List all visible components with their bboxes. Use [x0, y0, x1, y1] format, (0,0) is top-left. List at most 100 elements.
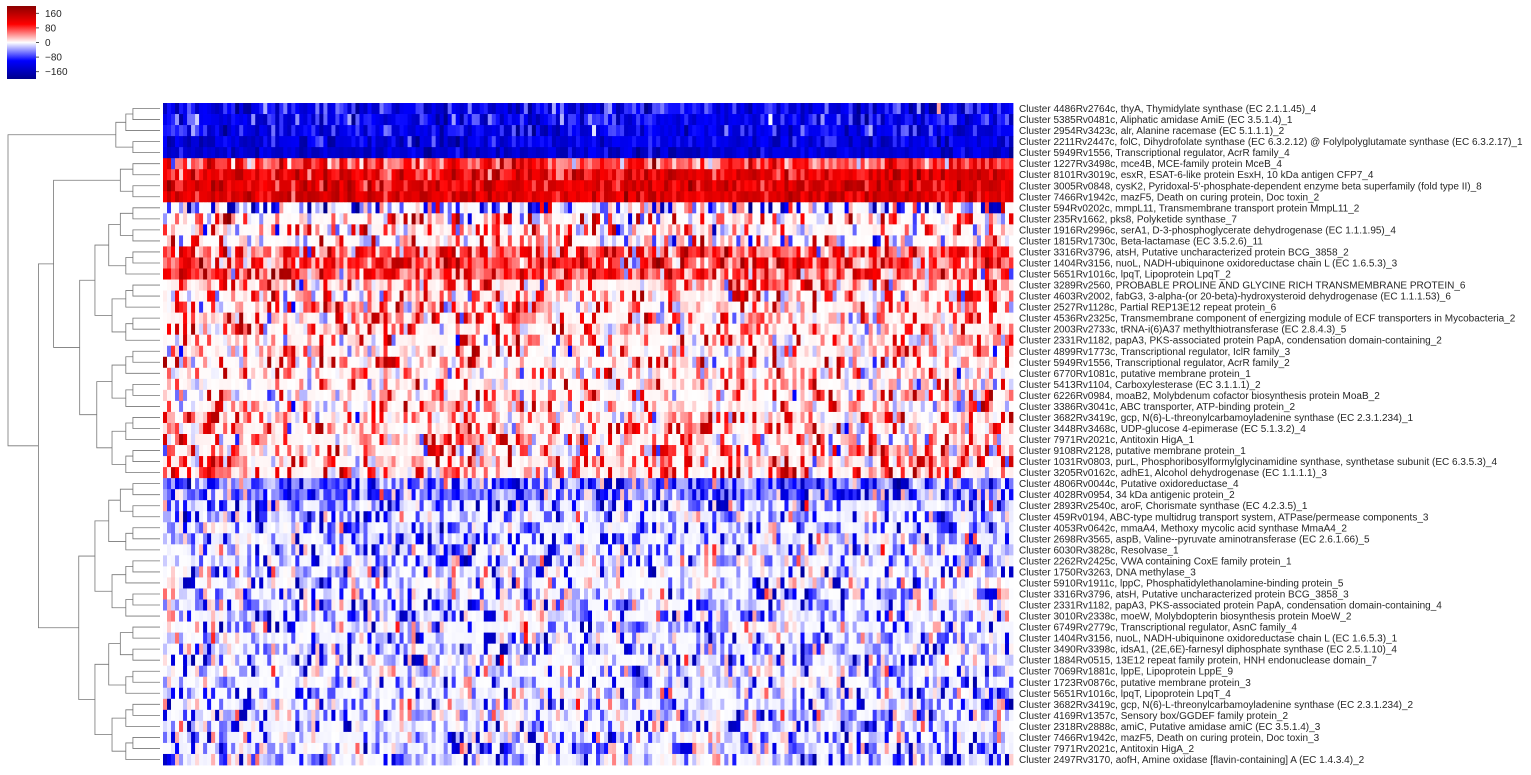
- heatmap-cell: [932, 180, 938, 192]
- heatmap-cell: [988, 268, 994, 280]
- heatmap-cell: [559, 103, 565, 115]
- heatmap-cell: [247, 356, 252, 369]
- heatmap-cell: [692, 180, 697, 192]
- heatmap-cell: [455, 312, 461, 325]
- heatmap-cell: [387, 312, 392, 325]
- heatmap-cell: [259, 334, 264, 347]
- heatmap-cell: [1004, 301, 1010, 314]
- heatmap-cell: [880, 235, 886, 247]
- heatmap-cell: [359, 147, 364, 159]
- heatmap-cell: [800, 257, 805, 269]
- heatmap-cell: [888, 257, 894, 269]
- heatmap-cell: [1004, 125, 1010, 137]
- heatmap-cell: [275, 136, 280, 148]
- heatmap-cell: [527, 191, 533, 203]
- heatmap-cell: [571, 323, 577, 336]
- heatmap-cell: [171, 213, 176, 225]
- heatmap-cell: [624, 114, 629, 126]
- heatmap-cell: [423, 323, 429, 336]
- heatmap-cell: [672, 301, 677, 314]
- heatmap-cell: [227, 125, 232, 137]
- heatmap-cell: [271, 180, 276, 192]
- heatmap-cell: [551, 323, 557, 336]
- heatmap-cell: [583, 323, 589, 336]
- heatmap-cell: [824, 345, 829, 358]
- heatmap-cell: [227, 224, 232, 236]
- heatmap-cell: [964, 312, 970, 325]
- heatmap-cell: [571, 191, 577, 203]
- heatmap-cell: [780, 125, 785, 137]
- heatmap-cell: [515, 257, 521, 269]
- heatmap-cell: [728, 224, 733, 236]
- heatmap-cell: [820, 290, 825, 302]
- heatmap-cell: [435, 191, 441, 203]
- heatmap-cell: [648, 136, 653, 148]
- heatmap-cell: [167, 246, 172, 258]
- heatmap-cell: [387, 235, 392, 247]
- heatmap-cell: [219, 180, 224, 192]
- heatmap-cell: [219, 257, 224, 269]
- heatmap-cell: [523, 334, 529, 347]
- heatmap-cell: [732, 224, 737, 236]
- heatmap-cell: [804, 224, 809, 236]
- heatmap-cell: [459, 136, 465, 148]
- heatmap-cell: [527, 213, 533, 225]
- heatmap-cell: [543, 125, 549, 137]
- heatmap-cell: [592, 290, 597, 302]
- heatmap-cell: [439, 136, 445, 148]
- heatmap-cell: [531, 301, 537, 314]
- heatmap-cell: [483, 180, 489, 192]
- heatmap-cell: [475, 125, 481, 137]
- heatmap-cell: [612, 257, 617, 269]
- heatmap-cell: [439, 301, 445, 314]
- heatmap-cell: [307, 180, 312, 192]
- heatmap-cell: [768, 312, 773, 325]
- heatmap-cell: [780, 114, 785, 126]
- heatmap-cell: [924, 312, 930, 325]
- heatmap-cell: [495, 334, 501, 347]
- heatmap-cell: [343, 224, 348, 236]
- heatmap-cell: [523, 345, 529, 358]
- heatmap-cell: [756, 114, 761, 126]
- heatmap-cell: [764, 191, 769, 203]
- heatmap-cell: [656, 169, 661, 181]
- heatmap-cell: [535, 268, 541, 280]
- heatmap-cell: [664, 334, 669, 347]
- heatmap-cell: [363, 103, 368, 115]
- heatmap-cell: [507, 312, 513, 325]
- heatmap-cell: [463, 169, 469, 181]
- heatmap-cell: [632, 169, 637, 181]
- heatmap-cell: [579, 323, 585, 336]
- heatmap-cell: [840, 180, 845, 192]
- heatmap-cell: [680, 202, 685, 214]
- heatmap-cell: [403, 334, 408, 347]
- heatmap-cell: [371, 312, 376, 325]
- heatmap-cell: [179, 202, 184, 214]
- heatmap-cell: [672, 290, 677, 302]
- heatmap-cell: [732, 180, 737, 192]
- heatmap-cell: [612, 235, 617, 247]
- heatmap-cell: [708, 235, 713, 247]
- heatmap-cell: [207, 279, 212, 291]
- heatmap-cell: [640, 334, 645, 347]
- heatmap-cell: [359, 323, 364, 336]
- heatmap-cell: [904, 323, 910, 336]
- heatmap-cell: [483, 224, 489, 236]
- heatmap-cell: [511, 103, 517, 115]
- heatmap-cell: [275, 312, 280, 325]
- heatmap-cell: [736, 345, 741, 358]
- heatmap-cell: [475, 180, 481, 192]
- heatmap-cell: [812, 158, 817, 170]
- heatmap-cell: [207, 103, 212, 115]
- heatmap-cell: [479, 114, 485, 126]
- heatmap-cell: [407, 279, 412, 291]
- heatmap-cell: [211, 279, 216, 291]
- heatmap-cell: [303, 268, 308, 280]
- heatmap-cell: [259, 125, 264, 137]
- heatmap-cell: [195, 345, 200, 358]
- heatmap-cell: [247, 301, 252, 314]
- heatmap-cell: [748, 191, 753, 203]
- heatmap-cell: [447, 290, 453, 302]
- heatmap-cell: [551, 147, 557, 159]
- heatmap-cell: [203, 158, 208, 170]
